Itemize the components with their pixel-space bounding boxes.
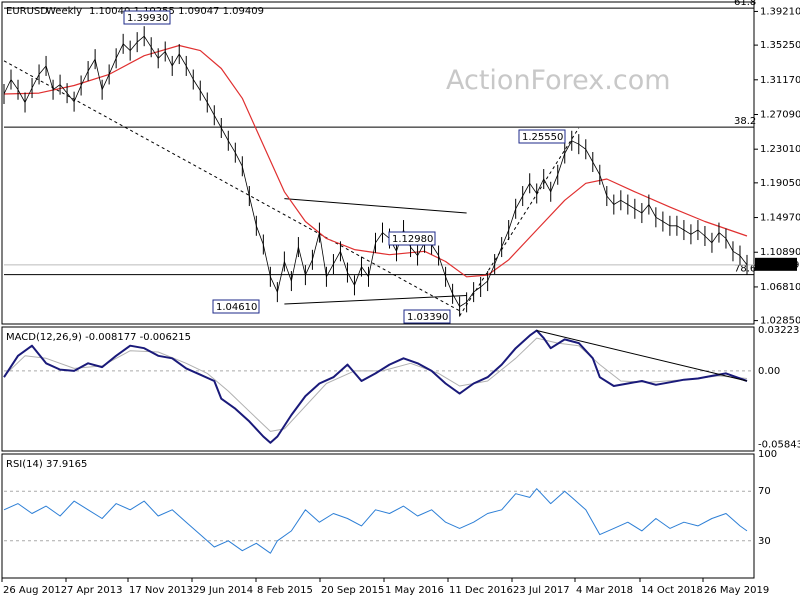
- price-y-tick-label: 1.31170: [760, 75, 800, 86]
- price-panel: 61.8 38.2 78.6 1.39930 1.25550 1.12980 1.04610…: [3, 0, 799, 324]
- macd-panel-frame: [1, 326, 755, 452]
- chart-symbol: EURUSD: [6, 6, 48, 17]
- rsi-y-tick-label: 30: [758, 536, 771, 547]
- price-y-tick-label: 1.06810: [760, 282, 800, 293]
- macd-y-tick-label: -0.058434: [758, 440, 800, 451]
- price-annotation-label: 1.03390: [407, 312, 448, 323]
- price-annotation-box: [403, 309, 451, 324]
- x-tick-label: 20 Sep 2015: [321, 585, 384, 596]
- price-y-tick-label: 1.35250: [760, 40, 800, 51]
- x-tick-label: 8 Feb 2015: [257, 585, 313, 596]
- x-tick-label: 11 Dec 2016: [449, 585, 513, 596]
- macd-panel: [3, 329, 754, 444]
- price-annotation-label: 1.12980: [392, 234, 433, 245]
- fib-level-label: 78.6: [734, 264, 756, 275]
- fib-level-label: 38.2: [734, 116, 756, 127]
- rsi-y-tick-label: 70: [758, 486, 771, 497]
- price-y-tick-label: 1.14970: [760, 213, 800, 224]
- price-trendline: [284, 198, 467, 214]
- x-tick-label: 23 Jul 2017: [513, 585, 570, 596]
- fib-level-label: 61.8: [734, 0, 756, 8]
- watermark: ActionForex.com: [446, 65, 671, 96]
- chart-ohlc: 1.10040 1.10255 1.09047 1.09409: [89, 6, 264, 17]
- price-close-line: [3, 35, 748, 307]
- sma-line: [3, 44, 748, 278]
- price-trendline: [459, 127, 580, 317]
- price-annotation-label: 1.04610: [216, 302, 257, 313]
- x-tick-label: 26 May 2019: [704, 585, 769, 596]
- price-y-tick-label: 1.23010: [760, 144, 800, 155]
- x-tick-label: 26 Aug 2012: [3, 585, 67, 596]
- x-tick-label: 29 Jun 2014: [193, 585, 253, 596]
- last-price-label: 1.09409: [758, 260, 799, 271]
- macd-y-tick-label: 0.032235: [758, 325, 800, 336]
- price-annotation-label: 1.25550: [522, 132, 563, 143]
- price-y-tick-label: 1.19050: [760, 178, 800, 189]
- rsi-line: [3, 488, 748, 554]
- chart-timeframe: Weekly: [46, 6, 82, 17]
- axis-labels: 1.39210 1.35250 1.31170 1.27090 1.23010 1.190…: [1, 6, 800, 596]
- x-tick-label: 14 Oct 2018: [641, 585, 703, 596]
- price-annotation-box: [123, 10, 171, 25]
- last-price-tag: [755, 257, 797, 271]
- price-annotation-box: [518, 129, 566, 144]
- price-annotation-label: 1.39930: [127, 13, 168, 24]
- price-annotation-box: [388, 231, 436, 246]
- price-trendline: [284, 295, 467, 305]
- macd-title: MACD(12,26,9) -0.008177 -0.006215: [6, 332, 191, 343]
- price-y-tick-label: 1.02850: [760, 316, 800, 327]
- x-tick-label: 7 Apr 2013: [67, 585, 122, 596]
- rsi-panel-frame: [1, 453, 755, 579]
- rsi-y-tick-label: 100: [758, 449, 777, 460]
- price-trendline: [3, 60, 460, 312]
- x-tick-label: 17 Nov 2013: [129, 585, 193, 596]
- macd-signal-line: [3, 337, 748, 432]
- x-tick-label: 4 Mar 2018: [576, 585, 633, 596]
- macd-line: [3, 329, 748, 444]
- price-panel-frame: [1, 1, 755, 325]
- price-y-tick-label: 1.10890: [760, 247, 800, 258]
- price-y-tick-label: 1.27090: [760, 109, 800, 120]
- price-y-tick-label: 1.39210: [760, 6, 800, 17]
- price-annotation-box: [212, 299, 260, 314]
- macd-y-tick-label: 0.00: [758, 366, 780, 377]
- macd-trendline: [536, 330, 748, 382]
- x-tick-label: 1 May 2016: [385, 585, 444, 596]
- rsi-panel: [3, 488, 754, 554]
- rsi-title: RSI(14) 37.9165: [6, 459, 87, 470]
